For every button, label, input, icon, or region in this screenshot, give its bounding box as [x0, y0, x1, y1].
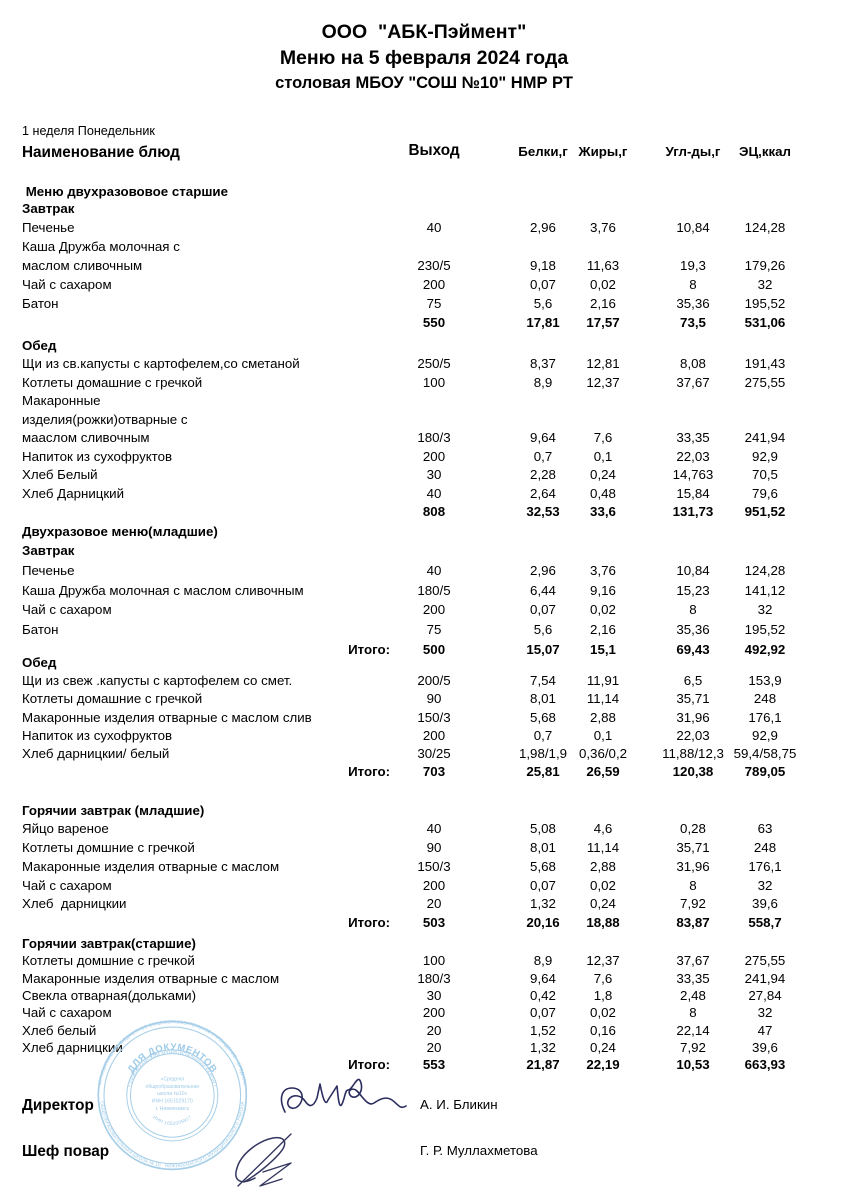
svg-text:ИНН 1651005917: ИНН 1651005917	[151, 1114, 193, 1127]
svg-text:школа №10»: школа №10»	[157, 1091, 187, 1097]
svg-text:г. Нижнекамск: г. Нижнекамск	[156, 1106, 190, 1112]
svg-text:«Средняя: «Средняя	[161, 1076, 185, 1082]
svg-text:общеобразовательная: общеобразовательная	[146, 1084, 200, 1090]
svg-text:ИНН 1651029170: ИНН 1651029170	[152, 1099, 193, 1105]
